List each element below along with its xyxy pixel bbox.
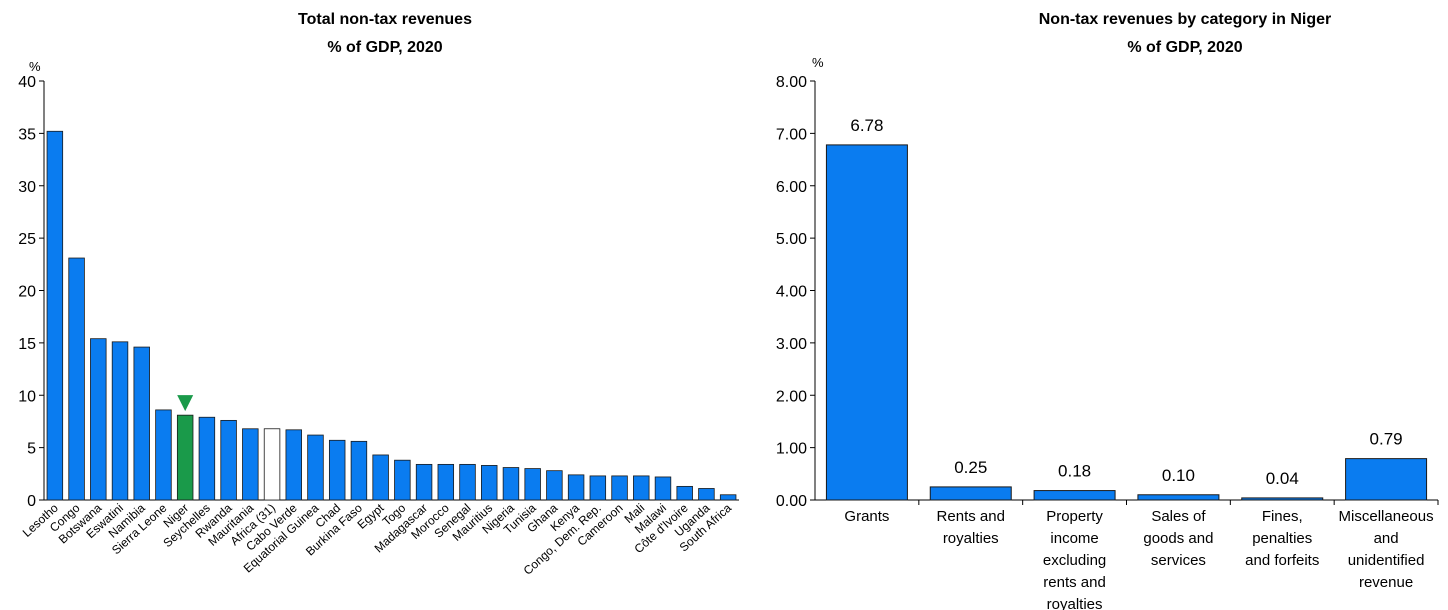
bar-nigeria [502,467,520,501]
left-y-tick-label: 25 [18,231,36,248]
right-y-tick-label: 1.00 [776,441,807,458]
right-y-tick-label: 4.00 [776,284,807,301]
bar-sierra-leone [155,409,172,501]
bar-niger [176,414,194,501]
x-tick-label-sales-of-goods-and-services: Sales of goods and services [1143,508,1213,569]
bar-property-income-excluding-rents-and-royalties [1033,490,1116,501]
right-chart-data-labels: 6.78 0.25 0.18 0.10 0.04 0.79 [850,116,1402,488]
bar-rwanda [220,419,237,501]
bar-south-africa [719,494,737,501]
data-label-property-income-excluding-rents-and-royalties: 0.18 [1058,462,1091,481]
x-tick-label-rents-and-royalties: Rents and royalties [937,508,1005,547]
bar-botswana [90,338,107,501]
left-y-tick-label: 40 [18,74,36,91]
right-chart-x-tick-labels: Grants Rents and royalties Property income ex… [844,508,1433,610]
left-y-tick-label: 20 [18,284,36,301]
left-y-tick-label: 5 [27,441,36,458]
x-tick-label-grants: Grants [844,508,889,525]
right-y-tick-label: 8.00 [776,74,807,91]
right-y-tick-label: 5.00 [776,231,807,248]
right-y-tick-label: 3.00 [776,336,807,353]
left-chart-title: Total non-tax revenues [298,11,472,28]
bar-kenya [567,474,585,501]
right-chart-ylabel: % [812,55,824,70]
bar-c-te-d-ivoire [676,485,693,501]
left-y-tick-label: 30 [18,179,36,196]
bar-grants [825,144,908,501]
bar-eswatini [111,341,129,501]
data-label-sales-of-goods-and-services: 0.10 [1162,466,1195,485]
bar-fines-penalties-and-forfeits [1241,497,1324,501]
data-label-rents-and-royalties: 0.25 [954,458,987,477]
left-chart-x-tick-labels: LesothoCongoBotswanaEswatiniNamibiaSierr… [20,500,735,577]
bar-burkina-faso [350,440,368,501]
bar-cameroon [611,475,628,501]
bar-egypt [372,454,389,501]
bar-mauritius [481,465,498,501]
bar-rents-and-royalties [929,486,1012,501]
bar-togo [394,459,411,501]
right-chart-bars [825,144,1428,501]
x-tick-label-miscellaneous-and-unidentified-revenue: Miscellaneous and unidentified revenue [1339,508,1434,591]
right-chart-axes: 0.00 1.00 2.00 3.00 4.00 5.00 6.00 7.00 8.00 [776,74,1439,510]
bar-lesotho [46,130,64,501]
triangle-down-icon [177,395,194,412]
bar-congo-dem-rep [589,475,607,501]
bar-madagascar [415,463,433,501]
bar-namibia [133,346,150,501]
x-tick-label-property-income-excluding-rents-and-royalties: Property income excluding rents and royaltie… [1043,508,1106,610]
left-chart-total-non-tax-revenues: Total non-tax revenues % of GDP, 2020 % … [18,11,739,578]
bar-ghana [546,470,563,501]
left-chart-bars [46,130,737,501]
right-chart-niger-categories: Non-tax revenues by category in Niger % … [776,11,1439,610]
right-chart-subtitle: % of GDP, 2020 [1127,39,1242,56]
bar-seychelles [198,416,216,501]
left-chart-ylabel: % [29,59,41,74]
bar-africa-31 [263,428,281,501]
right-y-tick-label: 6.00 [776,179,807,196]
left-y-tick-label: 15 [18,336,36,353]
bar-chad [328,439,346,501]
bar-congo [68,257,85,501]
data-label-miscellaneous-and-unidentified-revenue: 0.79 [1370,430,1403,449]
bar-mali [633,475,650,501]
data-label-fines-penalties-and-forfeits: 0.04 [1266,469,1299,488]
data-label-grants: 6.78 [850,116,883,135]
bar-malawi [654,476,672,501]
bar-tunisia [524,468,541,501]
bar-uganda [698,488,715,501]
right-y-tick-label: 0.00 [776,493,807,510]
bar-miscellaneous-and-unidentified-revenue [1345,458,1428,501]
right-y-tick-label: 2.00 [776,388,807,405]
left-y-tick-label: 0 [27,493,36,510]
bar-senegal [459,463,476,501]
bar-mauritania [242,428,259,501]
bar-sales-of-goods-and-services [1137,494,1220,501]
right-y-tick-label: 7.00 [776,126,807,143]
right-chart-title: Non-tax revenues by category in Niger [1039,11,1332,28]
left-chart-subtitle: % of GDP, 2020 [327,39,442,56]
left-y-tick-label: 35 [18,126,36,143]
left-y-tick-label: 10 [18,388,36,405]
bar-cabo-verde [285,429,302,501]
bar-equatorial-guinea [307,434,324,501]
x-tick-label-fines-penalties-and-forfeits: Fines, penalties and forfeits [1245,508,1319,569]
bar-morocco [437,463,455,501]
